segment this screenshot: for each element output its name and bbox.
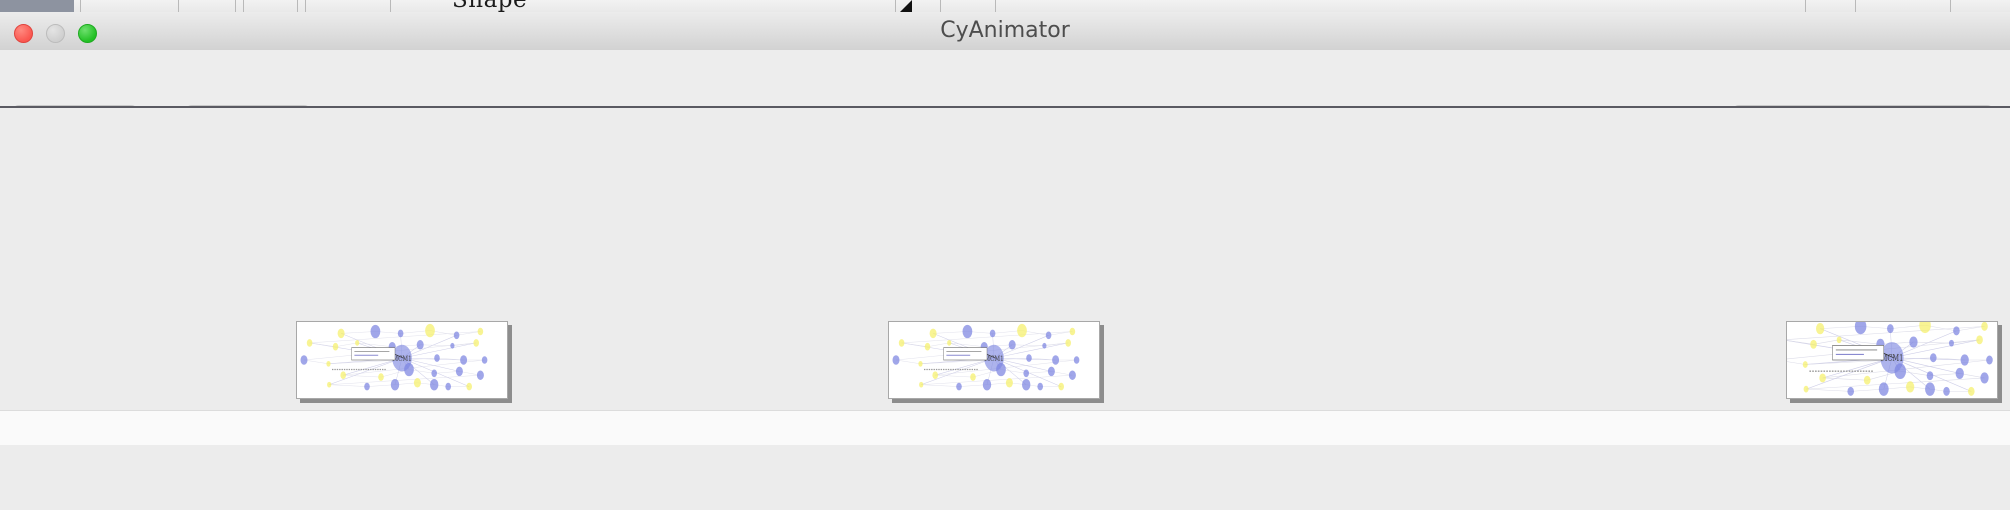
toolbar-divider bbox=[0, 106, 2010, 108]
zoom-icon[interactable] bbox=[78, 24, 97, 43]
window-traffic-lights bbox=[14, 24, 97, 43]
svg-text:MCM1: MCM1 bbox=[984, 354, 1003, 363]
frame-toolbar: Clear All Frames bbox=[0, 50, 2010, 147]
keyframe-thumbnail[interactable]: MCM1 bbox=[1786, 321, 1998, 399]
close-icon[interactable] bbox=[14, 24, 33, 43]
title-bar: CyAnimator bbox=[0, 12, 2010, 51]
background-window-tab bbox=[0, 0, 74, 12]
background-window-shape-label: Shape bbox=[452, 0, 528, 13]
timeline-scrollbar-track[interactable] bbox=[0, 410, 2010, 446]
keyframe-thumbnail[interactable]: MCM1 bbox=[888, 321, 1100, 399]
playback-toolbar: Animation Speed: bbox=[0, 445, 2010, 510]
svg-text:MCM1: MCM1 bbox=[1881, 353, 1904, 363]
svg-text:MCM1: MCM1 bbox=[392, 354, 411, 363]
window-title: CyAnimator bbox=[940, 18, 1070, 43]
keyframe-thumbnail[interactable]: MCM1 bbox=[296, 321, 508, 399]
minimize-icon[interactable] bbox=[46, 24, 65, 43]
timeline-panel[interactable]: 12131415161718 MCM1 MCM1 bbox=[0, 108, 2010, 410]
